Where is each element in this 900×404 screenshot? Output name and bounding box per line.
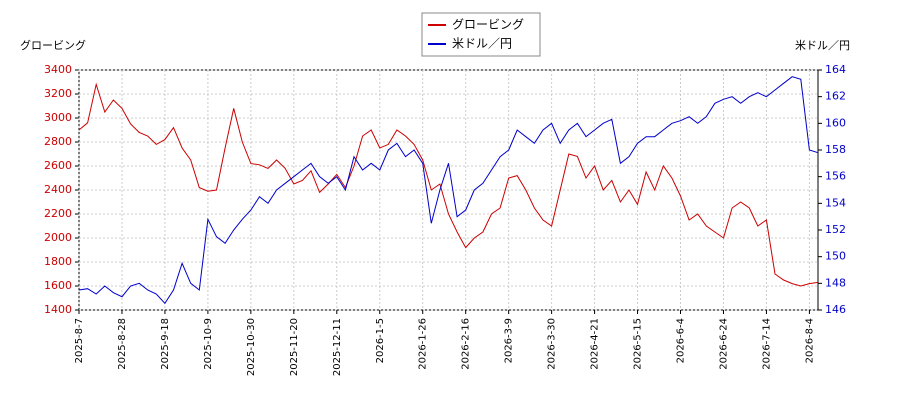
y-tick-label: 1800 bbox=[44, 255, 72, 268]
legend-box bbox=[421, 12, 541, 57]
series-line bbox=[78, 82, 819, 287]
y-tick-label: 1400 bbox=[44, 303, 72, 316]
x-tick-label: 2025-9-18 bbox=[160, 318, 171, 370]
y-axis-label: グロービング bbox=[20, 38, 86, 52]
x-tick-label: 2026-3-9 bbox=[504, 318, 515, 363]
x-tick-label: 2026-7-14 bbox=[761, 318, 772, 370]
y2-tick-label: 162 bbox=[825, 90, 846, 103]
y-tick-label: 2200 bbox=[44, 207, 72, 220]
x-tick-label: 2026-6-24 bbox=[718, 318, 729, 370]
x-tick-label: 2025-10-9 bbox=[203, 318, 214, 370]
x-tick-label: 2025-10-30 bbox=[246, 318, 257, 376]
x-tick-label: 2026-1-26 bbox=[418, 318, 429, 370]
y-tick-label: 3400 bbox=[44, 63, 72, 76]
y2-tick-label: 156 bbox=[825, 170, 846, 183]
x-tick-label: 2025-8-7 bbox=[74, 318, 85, 363]
y-tick-label: 3200 bbox=[44, 87, 72, 100]
x-tick-label: 2026-8-4 bbox=[804, 318, 815, 363]
y-tick-label: 2400 bbox=[44, 183, 72, 196]
x-tick-label: 2025-12-11 bbox=[332, 318, 343, 376]
y-tick-label: 3000 bbox=[44, 111, 72, 124]
y-tick-label: 2000 bbox=[44, 231, 72, 244]
x-tick-label: 2026-2-16 bbox=[461, 318, 472, 370]
legend-label: 米ドル／円 bbox=[452, 37, 512, 51]
x-tick-label: 2026-1-5 bbox=[375, 318, 386, 363]
y2-tick-label: 146 bbox=[825, 303, 846, 316]
series-line bbox=[78, 76, 819, 305]
x-tick-label: 2025-8-28 bbox=[117, 318, 128, 370]
y-tick-label: 1600 bbox=[44, 279, 72, 292]
x-tick-label: 2026-6-4 bbox=[676, 318, 687, 363]
y2-tick-label: 158 bbox=[825, 143, 846, 156]
y2-tick-label: 164 bbox=[825, 63, 846, 76]
y2-tick-label: 154 bbox=[825, 196, 846, 209]
y2-tick-label: 150 bbox=[825, 250, 846, 263]
y2-axis-label: 米ドル／円 bbox=[795, 39, 850, 52]
y-tick-label: 2800 bbox=[44, 135, 72, 148]
x-tick-label: 2026-3-30 bbox=[547, 318, 558, 370]
y2-tick-label: 160 bbox=[825, 116, 846, 129]
y-tick-label: 2600 bbox=[44, 159, 72, 172]
x-tick-label: 2025-11-20 bbox=[289, 318, 300, 376]
y2-tick-label: 152 bbox=[825, 223, 846, 236]
x-tick-label: 2026-5-15 bbox=[633, 318, 644, 370]
x-tick-label: 2026-4-21 bbox=[590, 318, 601, 370]
y2-tick-label: 148 bbox=[825, 276, 846, 289]
legend-label: グロービング bbox=[452, 18, 524, 32]
